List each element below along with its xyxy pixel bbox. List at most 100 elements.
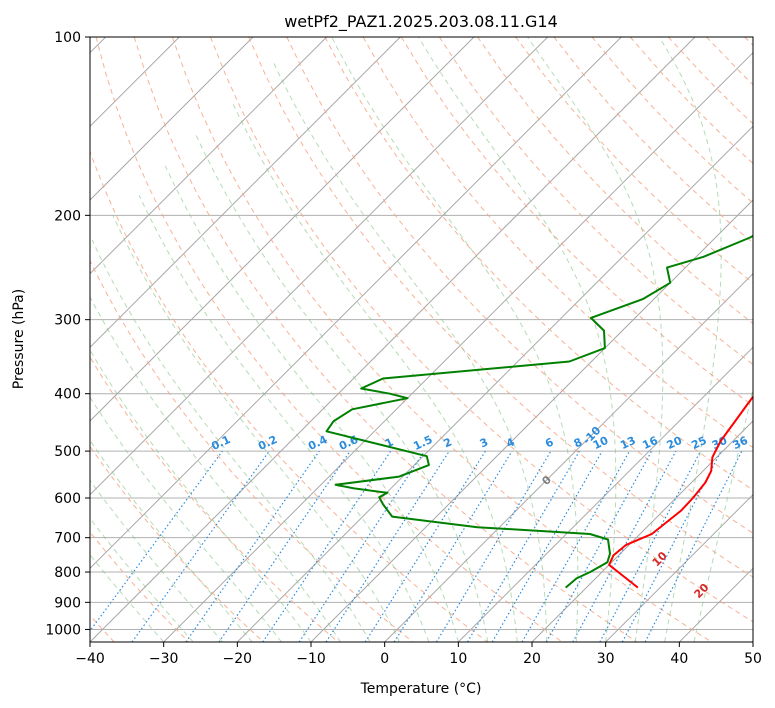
x-tick-label: 40 [670, 651, 688, 667]
x-tick-label: 20 [523, 651, 541, 667]
moist-adiabat-line [164, 165, 459, 642]
moist-adiabat-line [272, 61, 548, 642]
x-axis-ticks: −40 −30 −20 −10 0 10 20 30 40 50 [75, 642, 762, 667]
profile-lines [325, 234, 753, 589]
mixing-ratio-line [644, 450, 743, 642]
x-tick-label: 0 [380, 651, 389, 667]
moist-adiabat-line [90, 517, 194, 642]
moist-adiabat-line [138, 195, 430, 642]
mixing-ratio-line [90, 450, 223, 632]
moist-adiabat-line [418, 37, 617, 642]
mixing-ratio-line [545, 450, 653, 642]
isotherm-line [310, 199, 753, 642]
x-tick-label: 10 [449, 651, 467, 667]
isotherm-line [90, 37, 696, 642]
isotherm-line [90, 37, 622, 570]
dry-adiabat-line [362, 37, 753, 449]
y-tick-label: 600 [54, 491, 81, 507]
dry-adiabat-line [171, 37, 712, 642]
y-tick-label: 900 [54, 595, 81, 611]
y-tick-label: 700 [54, 531, 81, 547]
dry-adiabat-line [515, 37, 753, 284]
dewpoint-profile [325, 234, 753, 589]
isotherm-line [90, 37, 401, 349]
mixing-ratio-label: 6 [543, 435, 556, 450]
x-tick-label: −10 [296, 651, 326, 667]
y-axis-label: Pressure (hPa) [11, 289, 27, 389]
isotherm-label: 30 [754, 592, 774, 612]
isotherm-line [605, 493, 753, 642]
mixing-ratio-line [364, 450, 486, 642]
y-tick-label: 400 [54, 387, 81, 403]
y-tick-label: 500 [54, 444, 81, 460]
dry-adiabat-line [90, 259, 414, 642]
isotherm-line [678, 567, 753, 642]
dry-adiabat-line [477, 37, 753, 325]
mixing-ratio-line [218, 450, 351, 642]
dry-adiabat-line [553, 37, 753, 244]
mixing-ratio-label: 20 [665, 434, 685, 452]
dry-adiabat-line [248, 37, 753, 578]
mixing-ratio-label: 10 [591, 434, 611, 452]
mixing-ratio-line [393, 450, 513, 642]
y-tick-label: 300 [54, 313, 81, 329]
isotherm-label: 20 [692, 581, 712, 601]
mixing-ratio-label: 0.4 [306, 433, 329, 453]
x-tick-label: 30 [597, 651, 615, 667]
y-tick-label: 800 [54, 565, 81, 581]
dry-adiabat-line [90, 445, 264, 642]
mixing-ratio-label: 2 [442, 435, 454, 450]
y-tick-label: 1000 [45, 622, 81, 638]
mixing-ratio-line [466, 450, 580, 642]
moist-adiabat-line [91, 239, 371, 642]
dry-adiabat-line [133, 37, 638, 642]
dry-adiabat-line [90, 150, 488, 642]
moist-adiabat-line [90, 554, 165, 642]
plot-frame [89, 36, 754, 643]
moist-adiabat-line [527, 37, 664, 642]
dry-adiabat-line [210, 37, 753, 623]
moist-adiabat-line [658, 37, 722, 642]
temperature-profile [608, 395, 753, 589]
mixing-ratio-label: 3 [478, 435, 490, 450]
y-axis-ticks: 100 200 300 400 500 600 700 800 900 1000 [45, 30, 90, 638]
moist-adiabat-line [232, 104, 518, 642]
dry-adiabat-line [90, 531, 190, 642]
moist-adiabat-line [90, 396, 282, 642]
moist-adiabat-line [693, 386, 753, 642]
y-tick-label: 100 [54, 30, 81, 46]
moist-adiabat-line [331, 37, 579, 642]
mixing-ratio-line [298, 450, 425, 642]
isotherm-line [90, 37, 549, 496]
mixing-ratio-line [325, 450, 450, 642]
isotherm-line [163, 51, 753, 642]
dry-adiabat-line [95, 37, 563, 642]
isotherm-label: 10 [650, 549, 670, 569]
isotherm-line [531, 420, 753, 642]
isotherm-line [457, 346, 753, 642]
moist-adiabat-line [90, 439, 253, 642]
dry-adiabat-line [90, 356, 339, 642]
mixing-ratio-line [435, 450, 552, 642]
isotherm-line [90, 37, 328, 275]
isotherm-line [752, 641, 753, 642]
dry-adiabat-line [744, 37, 753, 46]
mixing-ratio-label: 0.2 [256, 433, 279, 453]
dry-adiabat-line [324, 37, 753, 491]
moist-adiabat-line [90, 296, 341, 642]
moist-adiabat-line [90, 479, 223, 642]
moist-adiabat-line [194, 132, 489, 642]
mixing-ratio-line [599, 450, 702, 642]
isotherm-line [90, 37, 254, 201]
isotherm-line [90, 37, 475, 422]
y-tick-label: 200 [54, 208, 81, 224]
dry-adiabat-line [438, 37, 753, 366]
mixing-ratio-label: 0.1 [209, 433, 232, 453]
chart-title: wetPf2_PAZ1.2025.203.08.11.G14 [284, 12, 558, 32]
mixing-ratio-label: 36 [731, 434, 751, 452]
dry-adiabat-line [668, 37, 753, 125]
dry-adiabat-line [400, 37, 753, 407]
mixing-ratio-label: 1.5 [411, 433, 434, 453]
x-tick-label: −20 [223, 651, 253, 667]
